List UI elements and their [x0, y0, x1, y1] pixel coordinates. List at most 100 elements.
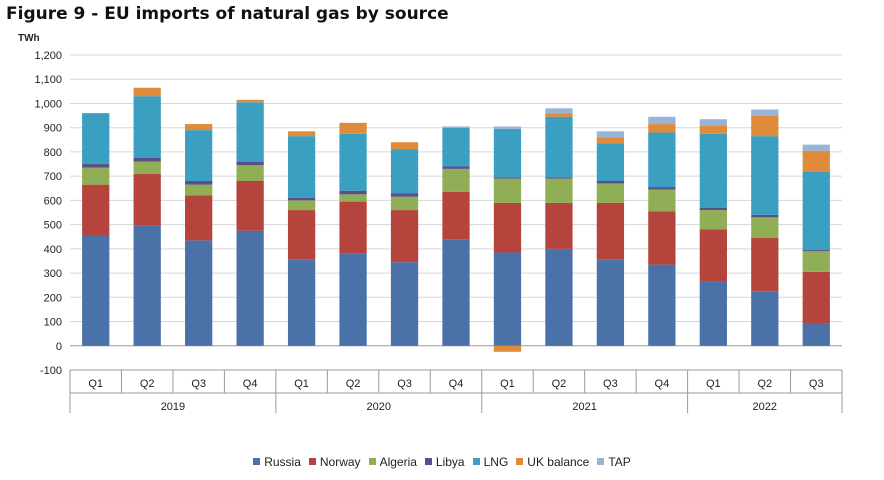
bar-segment-russia: [493, 252, 522, 346]
legend-swatch: [597, 458, 605, 465]
bar-segment-lng: [390, 149, 419, 194]
bar-segment-norway: [82, 184, 110, 236]
bar-segment-libya: [185, 181, 213, 185]
bar-segment-norway: [236, 181, 264, 231]
bar-segment-libya: [133, 157, 161, 162]
bar-segment-uk-balance: [133, 87, 161, 97]
bar-segment-lng: [545, 116, 573, 178]
bar-segment-libya: [493, 177, 522, 179]
y-tick-label: 1,100: [34, 74, 62, 86]
bar-segment-norway: [390, 210, 419, 263]
bar-segment-uk-balance: [236, 99, 264, 103]
bar-segment-algeria: [339, 194, 367, 202]
bar-segment-libya: [236, 161, 264, 166]
bar-segment-uk-balance: [493, 345, 522, 352]
x-tick-label: Q3: [191, 378, 206, 390]
legend-swatch: [516, 458, 524, 465]
chart-title: Figure 9 - EU imports of natural gas by …: [6, 4, 449, 24]
legend-item-uk-balance: UK balance: [516, 455, 589, 469]
bar-segment-lng: [133, 96, 161, 158]
bar-segment-algeria: [493, 178, 522, 203]
legend: Russia Norway Algeria Libya LNG UK balance TAP: [0, 455, 884, 469]
bar-segment-algeria: [699, 210, 727, 230]
y-tick-label: 800: [44, 147, 62, 159]
legend-swatch: [368, 458, 376, 465]
x-tick-label: Q1: [500, 378, 515, 390]
bar-segment-tap: [493, 126, 522, 129]
y-tick-label: 700: [44, 171, 62, 183]
y-tick-label: 1,200: [34, 50, 62, 62]
y-tick-label: 1,000: [34, 98, 62, 110]
bar-segment-lng: [82, 113, 110, 165]
x-tick-label: Q4: [655, 378, 670, 390]
bar-segment-uk-balance: [596, 137, 625, 144]
bar-segment-lng: [751, 136, 779, 215]
x-tick-label: Q4: [449, 378, 464, 390]
y-tick-label: 100: [44, 317, 62, 329]
bar-segment-libya: [82, 164, 110, 168]
bar-segment-tap: [699, 119, 727, 126]
bar-segment-norway: [442, 191, 470, 240]
bar-segment-russia: [699, 281, 727, 346]
bar-segment-libya: [442, 166, 470, 169]
bar-segment-russia: [648, 264, 676, 346]
legend-swatch: [308, 458, 316, 465]
bar-segment-norway: [287, 210, 316, 260]
x-tick-label: Q3: [397, 378, 412, 390]
bar-segment-norway: [596, 202, 625, 260]
bar-segment-algeria: [648, 189, 676, 212]
bar-segment-lng: [442, 127, 470, 167]
bar-segment-algeria: [596, 183, 625, 203]
y-tick-label: -100: [40, 365, 62, 377]
bar-segment-norway: [699, 229, 727, 282]
x-tick-label: Q1: [294, 378, 309, 390]
bar-segment-libya: [802, 250, 830, 252]
x-tick-label: Q2: [757, 378, 772, 390]
legend-label: Libya: [435, 455, 465, 469]
legend-swatch: [472, 458, 480, 465]
bar-segment-libya: [390, 193, 419, 197]
bar-segment-libya: [648, 187, 676, 190]
bar-segment-libya: [596, 181, 625, 184]
bar-segment-russia: [390, 262, 419, 346]
legend-label: Norway: [319, 455, 361, 469]
bar-segment-tap: [802, 144, 830, 151]
y-axis-unit-label: TWh: [18, 33, 40, 44]
bar-segment-algeria: [82, 167, 110, 185]
bar-segment-lng: [493, 128, 522, 178]
y-tick-label: 600: [44, 195, 62, 207]
bar-segment-norway: [751, 237, 779, 292]
bar-segment-tap: [648, 116, 676, 125]
legend-label: LNG: [483, 455, 509, 469]
bar-segment-norway: [133, 173, 161, 226]
x-tick-label: Q3: [603, 378, 618, 390]
bar-segment-algeria: [133, 161, 161, 174]
bar-segment-algeria: [185, 184, 213, 196]
bar-segment-algeria: [545, 178, 573, 203]
bar-segment-norway: [339, 201, 367, 254]
legend-swatch: [253, 458, 261, 465]
x-tick-label: Q1: [88, 378, 103, 390]
legend-label: Russia: [264, 455, 301, 469]
bar-segment-uk-balance: [648, 124, 676, 133]
bar-segment-uk-balance: [699, 125, 727, 134]
bar-segment-lng: [185, 130, 213, 181]
x-tick-label: Q3: [809, 378, 824, 390]
stacked-bar-chart: TWh -100 0 100 200 300 400 500 600 700 800 900 1,00…: [18, 33, 843, 413]
legend-item-libya: Libya: [424, 455, 465, 469]
bar-segment-norway: [802, 271, 830, 324]
bar-segment-uk-balance: [802, 150, 830, 172]
bar-segment-algeria: [287, 200, 316, 211]
bar-segment-lng: [802, 171, 830, 251]
bar-segment-uk-balance: [339, 122, 367, 134]
legend-item-tap: TAP: [597, 455, 631, 469]
legend-item-lng: LNG: [472, 455, 509, 469]
bar-segment-libya: [545, 177, 573, 179]
legend-swatch: [424, 458, 432, 465]
bar-segment-lng: [287, 136, 316, 198]
bar-segment-algeria: [751, 217, 779, 238]
bar-segment-lng: [648, 132, 676, 188]
bar-segment-lng: [339, 133, 367, 191]
y-tick-label: 200: [44, 292, 62, 304]
bars: [82, 87, 830, 352]
